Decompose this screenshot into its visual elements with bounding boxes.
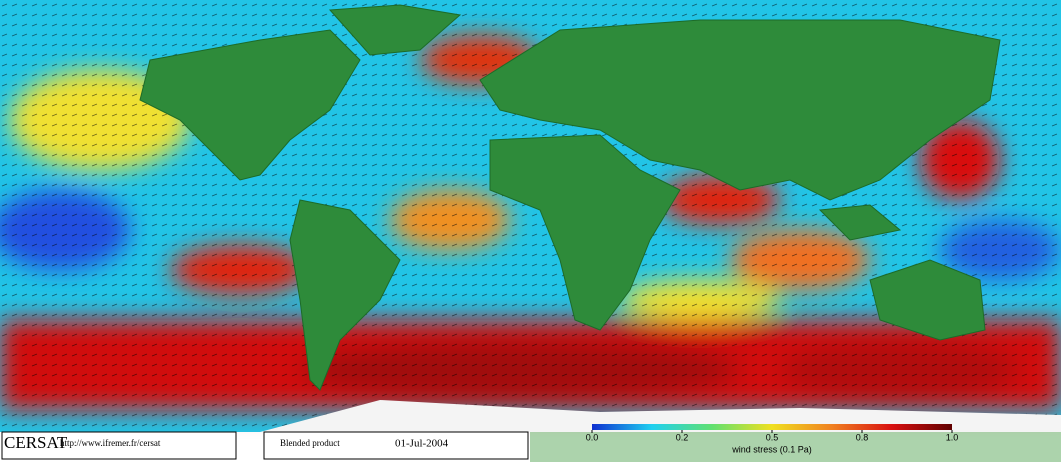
colorbar-tick-label: 0.0 [586, 432, 599, 442]
colorbar: wind stress (0.1 Pa) 0.0 0.2 0.5 0.8 1.0 [586, 424, 959, 454]
antarctica-coast [530, 432, 1061, 462]
colorbar-tick-label: 1.0 [946, 432, 959, 442]
colorbar-label: wind stress (0.1 Pa) [731, 444, 812, 454]
logo-name: CERSAT [4, 433, 68, 452]
product-date: 01-Jul-2004 [395, 438, 449, 450]
colorbar-tick-label: 0.5 [766, 432, 779, 442]
logo-url: http://www.ifremer.fr/cersat [60, 438, 161, 448]
colorbar-tick-label: 0.2 [676, 432, 689, 442]
product-label: Blended product [280, 438, 340, 448]
product-box [263, 431, 529, 460]
continents [139, 4, 1001, 391]
colorbar-tick-label: 0.8 [856, 432, 869, 442]
colorbar-ramp [592, 424, 952, 430]
logo-box [1, 431, 237, 460]
